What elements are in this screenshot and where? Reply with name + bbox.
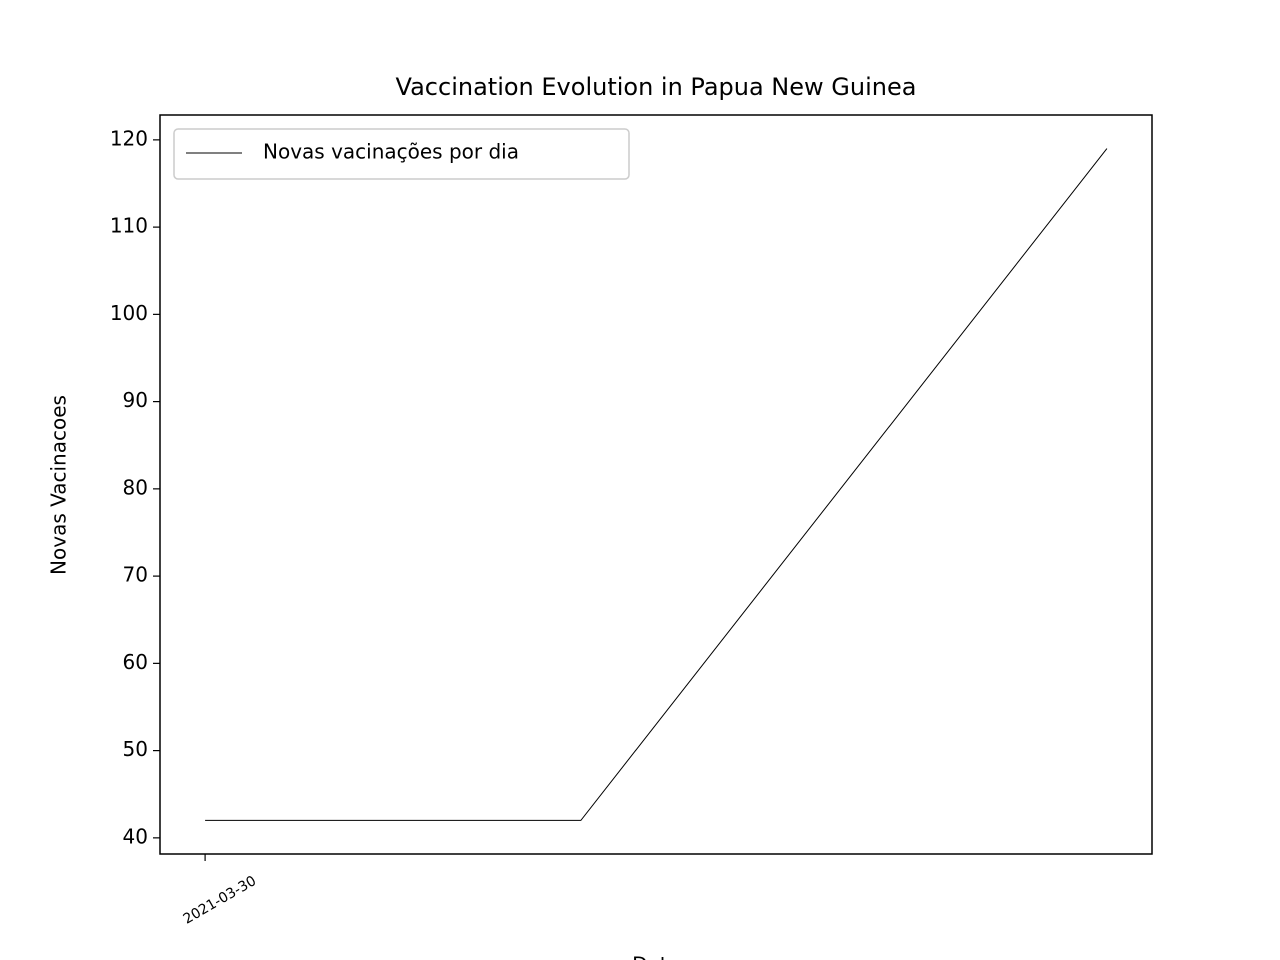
legend-box <box>173 128 630 180</box>
y-tick-label: 60 <box>123 650 148 674</box>
y-tick-label: 90 <box>123 388 148 412</box>
y-tick-label: 70 <box>123 563 148 587</box>
y-tick-label: 100 <box>110 301 148 325</box>
y-tick-label: 40 <box>123 824 148 848</box>
plot-frame <box>159 114 1153 855</box>
line <box>205 148 1108 821</box>
y-tick-label: 120 <box>110 126 148 150</box>
y-tick-label: 110 <box>110 214 148 238</box>
x-tick-label: 2021-03-30 <box>181 873 259 928</box>
legend-label: Novas vacinações por dia <box>263 140 519 164</box>
x-axis-label: Data <box>632 953 680 960</box>
y-tick-label: 50 <box>123 737 148 761</box>
chart-title: Vaccination Evolution in Papua New Guine… <box>396 73 917 101</box>
y-axis-label: Novas Vacinacoes <box>47 395 71 575</box>
y-tick-label: 80 <box>123 475 148 499</box>
